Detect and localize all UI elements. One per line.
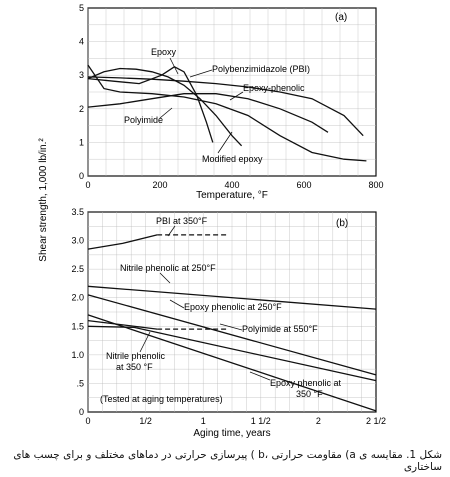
panel-a-xtick-label: 600 — [296, 180, 311, 190]
panel-a-ytick-label: 3 — [79, 70, 84, 80]
leader-polyimide-550 — [219, 323, 243, 331]
label-tested-note: (Tested at aging temperatures) — [100, 394, 223, 404]
leader-nitrile-250 — [159, 272, 171, 284]
leader-epoxy-phenolic-250 — [169, 299, 185, 309]
label-polyimide: Polyimide — [124, 115, 163, 125]
panel-a-ytick-label: 1 — [79, 137, 84, 147]
leader-epoxy-350 — [249, 371, 271, 381]
panel-b-ytick-label: 1.5 — [71, 321, 84, 331]
panel-b-label: (b) — [336, 218, 348, 229]
series-polyimide — [87, 64, 367, 162]
panel-b-grid — [87, 212, 376, 412]
panel-b-xtick-label: 2 1/2 — [366, 416, 386, 426]
series-pbi-at-350-f — [87, 234, 158, 250]
label-epoxy-phenolic-250: Epoxy phenolic at 250°F — [184, 302, 282, 312]
panel-b-ytick-label: 0 — [79, 407, 84, 417]
panel-b-series — [87, 234, 377, 412]
panel-a-ytick-label: 5 — [79, 3, 84, 13]
panel-b-ytick-label: .5 — [76, 378, 84, 388]
panel-a-label: (a) — [335, 12, 347, 23]
panel-b-ytick-label: 1.0 — [71, 350, 84, 360]
panel-a-xtick-label: 800 — [368, 180, 383, 190]
series-modified-epoxy — [87, 67, 243, 147]
panel-b: 0 1/2 1 1 1/2 2 2 1/2 0 .5 1.0 1.5 2.0 2.5 3.0 3.5 (b… — [71, 207, 386, 439]
leader-epoxy — [169, 57, 179, 75]
leader-pbi — [189, 69, 213, 78]
series-nitrile-phenolic-at-250-f — [87, 285, 377, 310]
panel-b-ytick-label: 3.0 — [71, 236, 84, 246]
panel-a-xtick-label: 400 — [224, 180, 239, 190]
panel-b-xtick-label: 0 — [85, 416, 90, 426]
series-polyimide-at-550-f — [87, 319, 158, 330]
label-epoxy-phenolic: Epoxy-phenolic — [243, 83, 305, 93]
panel-b-xtick-label: 1/2 — [139, 416, 152, 426]
panel-a-ytick-label: 4 — [79, 37, 84, 47]
label-epoxy-350-line2: 350 °F — [296, 389, 323, 399]
panel-a-xtick-label: 200 — [152, 180, 167, 190]
series-nitrile-phenolic-at-350-f — [87, 325, 377, 382]
panel-b-ytick-label: 2.5 — [71, 264, 84, 274]
panel-b-ytick-label: 3.5 — [71, 207, 84, 217]
label-modified-epoxy: Modified epoxy — [202, 154, 263, 164]
label-nitrile-350-line2: at 350 °F — [116, 362, 153, 372]
panel-b-ticks: 0 1/2 1 1 1/2 2 2 1/2 0 .5 1.0 1.5 2.0 2.5 3.0 3.5 — [71, 207, 386, 426]
leader-polyimide — [159, 107, 173, 119]
label-nitrile-350-line1: Nitrile phenolic — [106, 351, 166, 361]
label-epoxy: Epoxy — [151, 47, 177, 57]
label-pbi-350: PBI at 350°F — [156, 216, 208, 226]
panel-a-series — [87, 64, 367, 162]
y-axis-label: Shear strength, 1,000 lb/in.² — [38, 138, 49, 262]
panel-a-ytick-label: 2 — [79, 104, 84, 114]
panel-a-xtick-label: 0 — [85, 180, 90, 190]
series-polybenzimidazole-pbi — [87, 76, 364, 137]
panel-b-xtick-label: 1 — [201, 416, 206, 426]
panel-a-ticks: 0 200 400 600 800 0 1 2 3 4 5 — [79, 3, 384, 190]
figure-caption: شکل 1. مقایسه ی a) مقاومت حرارتی ،b ) پی… — [13, 449, 442, 473]
panel-a-ytick-label: 0 — [79, 171, 84, 181]
label-pbi: Polybenzimidazole (PBI) — [212, 64, 310, 74]
label-nitrile-250: Nitrile phenolic at 250°F — [120, 263, 216, 273]
leader-modified-epoxy — [217, 131, 233, 154]
series-epoxy-phenolic-at-250-f — [87, 294, 377, 376]
panel-b-xlabel: Aging time, years — [193, 428, 270, 439]
series-epoxy-phenolic — [87, 93, 329, 133]
leader-nitrile-350 — [139, 331, 151, 353]
label-polyimide-550: Polyimide at 550°F — [242, 324, 318, 334]
panel-b-xtick-label: 2 — [316, 416, 321, 426]
panel-b-xtick-label: 1 1/2 — [251, 416, 271, 426]
panel-a-grid — [87, 8, 376, 176]
label-epoxy-350-line1: Epoxy phenolic at — [270, 378, 342, 388]
series-epoxy-phenolic-at-350-f — [87, 314, 377, 412]
panel-a-xlabel: Temperature, °F — [196, 190, 268, 201]
leader-epoxy-phenolic — [229, 91, 244, 101]
panel-b-ytick-label: 2.0 — [71, 293, 84, 303]
leader-pbi-350 — [167, 225, 176, 237]
